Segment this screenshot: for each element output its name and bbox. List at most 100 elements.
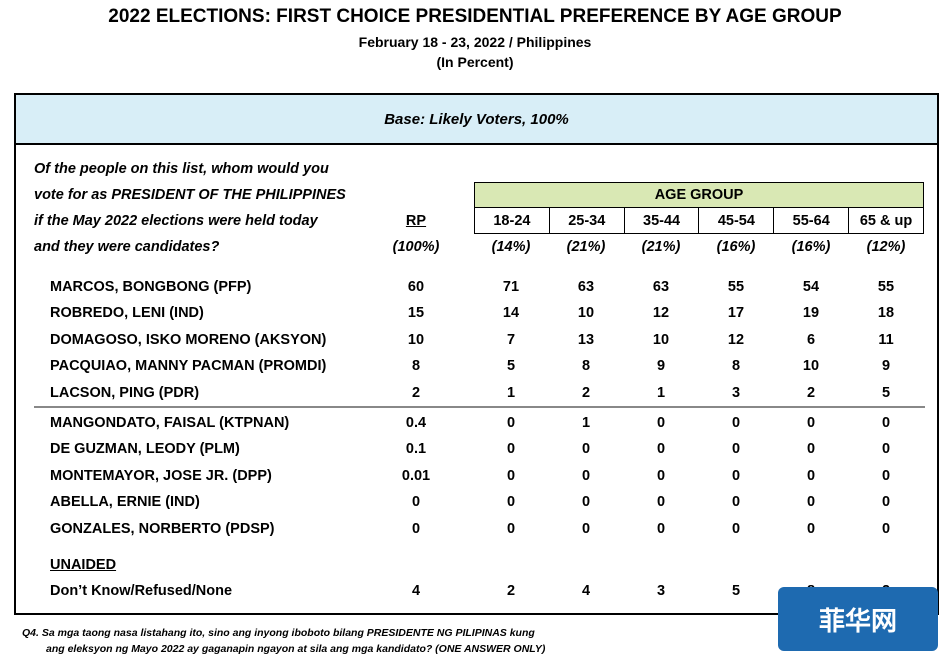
cell-value: 0 [881,494,891,511]
age-share-6: (12%) [866,239,906,255]
cell-value: 0 [881,467,891,484]
results-table: Base: Likely Voters, 100% Of the people … [14,93,939,615]
question-line-3: if the May 2022 elections were held toda… [34,213,318,229]
chart-subtitle-unit: (In Percent) [436,54,514,70]
rp-column-header: RP [405,213,427,229]
table-row: MONTEMAYOR, JOSE JR. (DPP) 0.01 0 0 0 0 0 0 [16,464,937,490]
cell-value: 0 [881,415,891,431]
table-divider [34,406,925,408]
question-line-2: vote for as PRESIDENT OF THE PHILIPPINES [34,187,346,203]
cell-value: 0 [806,520,816,537]
candidate-name: MARCOS, BONGBONG (PFP) [50,279,252,295]
candidate-name: ABELLA, ERNIE (IND) [50,494,200,511]
table-row: MARCOS, BONGBONG (PFP) 60 71 63 63 55 54 55 [16,275,937,301]
cell-value: 4 [581,583,591,599]
cell-value: 0 [806,415,816,431]
cell-value: 71 [502,279,520,295]
age-share-3: (21%) [641,239,681,255]
unaided-label: UNAIDED [50,557,117,573]
cell-value: 10 [577,305,595,322]
age-column-1: 18-24 [475,208,550,233]
cell-value: 0 [806,441,816,458]
cell-value: 0 [806,467,816,484]
cell-value: 55 [877,279,895,295]
cell-value: 6 [806,331,816,348]
age-share-1: (14%) [491,239,531,255]
cell-value: 4 [411,583,421,599]
cell-value: 0 [731,415,741,431]
age-group-header: AGE GROUP [474,182,924,208]
cell-value: 54 [802,279,820,295]
cell-value: 0 [731,520,741,537]
age-column-4: 45-54 [699,208,775,233]
cell-value: 17 [727,305,745,322]
footnote-line-2: ang eleksyon ng Mayo 2022 ay gaganapin n… [46,643,546,655]
cell-value: 63 [652,279,670,295]
age-column-6: 65 & up [859,212,913,229]
candidate-name: ROBREDO, LENI (IND) [50,305,204,322]
candidate-name: MONTEMAYOR, JOSE JR. (DPP) [50,467,272,484]
age-column-3: 35-44 [625,208,700,233]
rp-share: (100%) [392,239,440,255]
cell-value: 2 [806,384,816,401]
cell-value: 63 [577,279,595,295]
cell-value: 8 [411,358,421,375]
cell-value: 5 [881,384,891,401]
cell-value: 0 [806,494,816,511]
cell-value: 0 [656,520,666,537]
cell-value: 0 [581,441,591,458]
cell-value: 5 [506,358,516,375]
cell-value: 19 [802,305,820,322]
watermark-logo: 菲华网 [778,587,938,651]
cell-value: 10 [802,358,820,375]
cell-value: 9 [656,358,666,375]
cell-value: 0 [731,467,741,484]
table-row: GONZALES, NORBERTO (PDSP) 0 0 0 0 0 0 0 [16,517,937,543]
age-share-4: (16%) [716,239,756,255]
cell-value: 5 [731,583,741,599]
candidate-name: LACSON, PING (PDR) [50,384,200,401]
cell-value: 0.4 [405,415,427,431]
cell-value: 2 [581,384,591,401]
cell-value: 2 [411,384,421,401]
age-columns-header: 18-24 25-34 35-44 45-54 55-64 65 & up [474,208,924,234]
cell-value: 15 [407,305,425,322]
cell-value: 10 [407,331,425,348]
candidate-name: DOMAGOSO, ISKO MORENO (AKSYON) [50,331,327,348]
cell-value: 0 [506,467,516,484]
cell-value: 0 [881,441,891,458]
cell-value: 0 [411,494,421,511]
cell-value: 60 [407,279,425,295]
candidate-name: Don’t Know/Refused/None [50,583,233,599]
footnote-line-1: Q4. Sa mga taong nasa listahang ito, sin… [22,627,535,639]
cell-value: 3 [731,384,741,401]
chart-title: 2022 ELECTIONS: FIRST CHOICE PRESIDENTIA… [108,6,842,27]
cell-value: 0 [506,520,516,537]
age-column-5: 55-64 [774,208,850,233]
cell-value: 1 [656,384,666,401]
cell-value: 13 [577,331,595,348]
cell-value: 0 [581,520,591,537]
cell-value: 12 [727,331,745,348]
base-banner: Base: Likely Voters, 100% [16,95,937,145]
cell-value: 2 [506,583,516,599]
cell-value: 0 [506,415,516,431]
question-line-4: and they were candidates? [34,239,220,255]
age-column-2: 25-34 [550,208,625,233]
cell-value: 1 [581,415,591,431]
cell-value: 0 [411,520,421,537]
cell-value: 0 [506,441,516,458]
age-share-2: (21%) [566,239,606,255]
cell-value: 0 [656,441,666,458]
cell-value: 0 [731,494,741,511]
cell-value: 9 [881,358,891,375]
candidate-name: PACQUIAO, MANNY PACMAN (PROMDI) [50,358,327,375]
table-row: ROBREDO, LENI (IND) 15 14 10 12 17 19 18 [16,301,937,327]
cell-value: 18 [877,305,895,322]
table-row: DE GUZMAN, LEODY (PLM) 0.1 0 0 0 0 0 0 [16,437,937,463]
candidate-name: MANGONDATO, FAISAL (KTPNAN) [50,415,290,431]
candidate-name: DE GUZMAN, LEODY (PLM) [50,441,240,458]
cell-value: 0.01 [401,467,431,484]
cell-value: 8 [581,358,591,375]
cell-value: 0 [656,467,666,484]
